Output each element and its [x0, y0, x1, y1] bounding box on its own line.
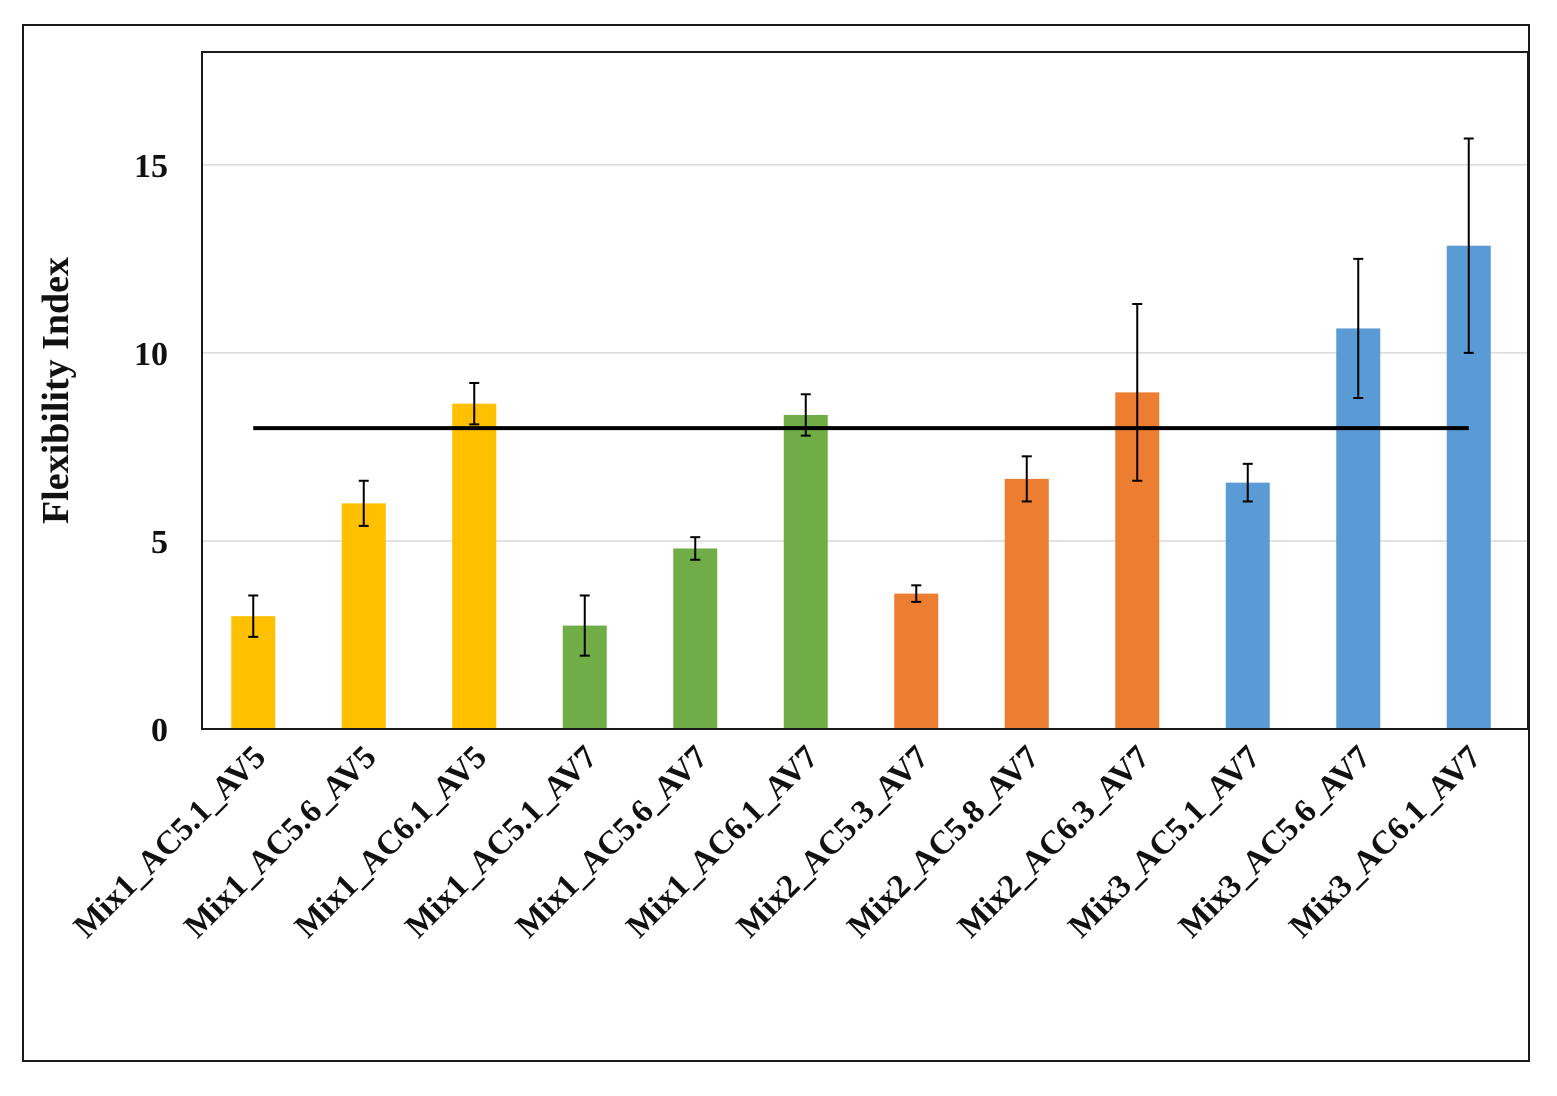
x-tick-label-Mix1_AC6.1_AV7: Mix1_AC6.1_AV7: [620, 739, 826, 945]
error-bar-Mix2_AC5.8_AV7: [1021, 455, 1032, 503]
y-axis-title: Flexibility Index: [35, 257, 77, 524]
x-tick-label-Mix2_AC6.3_AV7: Mix2_AC6.3_AV7: [951, 739, 1157, 945]
bar-Mix2_AC5.3_AV7: [894, 593, 939, 729]
error-bar-Mix1_AC5.1_AV5: [248, 594, 259, 638]
bar-Mix1_AC6.1_AV7: [783, 414, 828, 729]
error-bar-Mix2_AC6.3_AV7: [1132, 302, 1143, 482]
x-tick-label-Mix1_AC5.6_AV5: Mix1_AC5.6_AV5: [178, 739, 384, 945]
x-tick-label-Mix1_AC6.1_AV5: Mix1_AC6.1_AV5: [288, 739, 494, 945]
error-bar-Mix1_AC5.6_AV7: [690, 536, 701, 561]
y-tick-label-15: 15: [134, 148, 168, 185]
x-tick-label-Mix2_AC5.8_AV7: Mix2_AC5.8_AV7: [841, 739, 1047, 945]
chart-frame: [22, 24, 1530, 1062]
bar-Mix1_AC5.6_AV7: [673, 548, 718, 729]
error-bar-Mix3_AC5.1_AV7: [1242, 462, 1253, 503]
x-tick-label-Mix1_AC5.6_AV7: Mix1_AC5.6_AV7: [509, 739, 715, 945]
y-tick-label-5: 5: [151, 524, 168, 561]
error-bar-Mix1_AC6.1_AV5: [469, 381, 480, 426]
bar-Mix2_AC5.8_AV7: [1004, 478, 1049, 729]
error-bar-Mix2_AC5.3_AV7: [911, 584, 922, 603]
x-tick-label-Mix3_AC5.6_AV7: Mix3_AC5.6_AV7: [1172, 739, 1378, 945]
error-bar-Mix1_AC5.6_AV5: [358, 479, 369, 527]
y-tick-label-0: 0: [151, 712, 168, 749]
x-tick-label-Mix1_AC5.1_AV7: Mix1_AC5.1_AV7: [399, 739, 605, 945]
error-bar-Mix1_AC6.1_AV7: [800, 393, 811, 437]
bar-Mix1_AC5.6_AV5: [341, 503, 386, 729]
plot-area-border: [201, 51, 1529, 730]
error-bar-Mix3_AC5.6_AV7: [1353, 257, 1364, 400]
x-tick-label-Mix1_AC5.1_AV5: Mix1_AC5.1_AV5: [67, 739, 273, 945]
error-bar-Mix3_AC6.1_AV7: [1463, 137, 1474, 354]
bar-Mix3_AC5.1_AV7: [1225, 482, 1270, 729]
y-tick-label-10: 10: [134, 336, 168, 373]
x-tick-label-Mix3_AC6.1_AV7: Mix3_AC6.1_AV7: [1283, 739, 1489, 945]
x-tick-label-Mix2_AC5.3_AV7: Mix2_AC5.3_AV7: [730, 739, 936, 945]
x-tick-label-Mix3_AC5.1_AV7: Mix3_AC5.1_AV7: [1062, 739, 1268, 945]
bar-Mix1_AC6.1_AV5: [452, 403, 497, 729]
error-bar-Mix1_AC5.1_AV7: [579, 594, 590, 657]
